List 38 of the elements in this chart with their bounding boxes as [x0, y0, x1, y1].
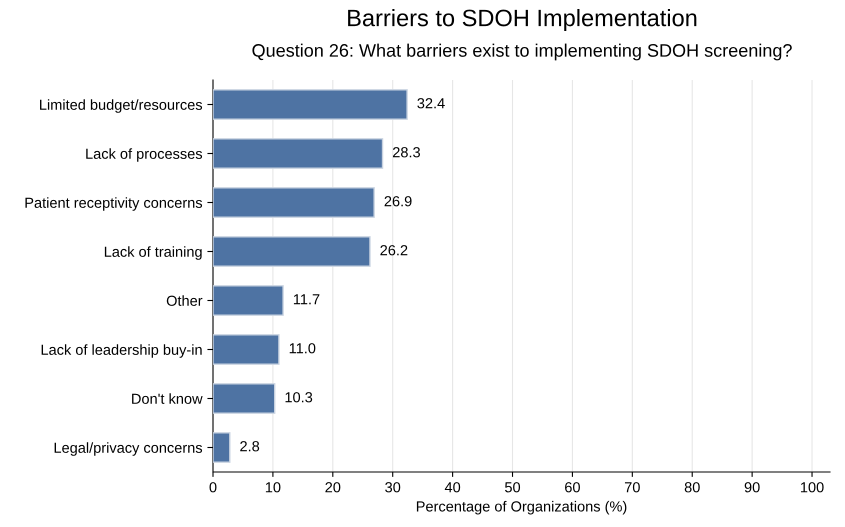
x-tick-label: 80: [684, 482, 700, 492]
y-tick-label: Don't know: [132, 393, 203, 404]
chart-title: Barriers to SDOH Implementation: [348, 8, 696, 32]
x-tick-label: 40: [444, 482, 460, 492]
y-tick-label: Lack of leadership buy-in: [42, 344, 202, 358]
bar: [213, 236, 371, 267]
data-label: 26.9: [384, 196, 412, 206]
data-label: 32.4: [417, 98, 445, 108]
data-label: 2.8: [240, 441, 260, 452]
data-label: 11.0: [290, 343, 316, 354]
data-label: 11.7: [294, 294, 320, 304]
x-tick-label: 60: [565, 482, 580, 492]
bar: [213, 187, 375, 218]
y-tick-label: Lack of processes: [86, 148, 202, 162]
bar: [213, 432, 230, 463]
x-tick-label: 30: [385, 482, 400, 492]
y-tick-label: Lack of training: [104, 246, 202, 260]
x-tick-label: 10: [266, 482, 280, 492]
x-tick-label: 70: [624, 482, 640, 492]
data-label: 28.3: [392, 147, 420, 158]
y-tick-label: Patient receptivity concerns: [25, 197, 202, 211]
x-axis-title: Percentage of Organizations (%): [416, 500, 626, 514]
x-tick-label: 20: [325, 482, 340, 492]
y-tick-label: Other: [166, 295, 202, 306]
bar: [213, 138, 384, 169]
bar: [213, 334, 280, 365]
bar: [213, 383, 276, 414]
data-label: 26.2: [380, 245, 408, 256]
y-tick-label: Legal/privacy concerns: [54, 442, 202, 456]
chart-subtitle: Question 26: What barriers exist to implementing SDOH screening?: [252, 44, 792, 60]
data-label: 10.3: [286, 392, 312, 402]
bar: [213, 285, 284, 316]
bar: [213, 89, 408, 120]
x-tick-label: 90: [744, 482, 760, 492]
x-tick-label: 100: [800, 482, 824, 492]
x-tick-label: 0: [210, 482, 216, 492]
x-tick-label: 50: [504, 482, 520, 492]
y-tick-label: Limited budget/resources: [40, 99, 202, 113]
